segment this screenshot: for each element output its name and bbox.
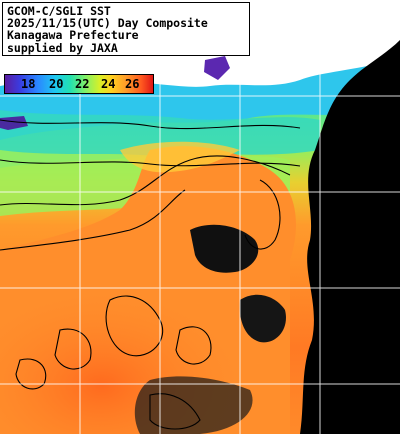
cold-patch <box>0 116 28 130</box>
colorbar-tick: 20 <box>49 77 64 91</box>
sst-colorbar: 18 20 22 24 26 <box>4 74 154 94</box>
colorbar-tick: 18 <box>21 77 36 91</box>
no-data-area <box>190 224 259 273</box>
cold-patch <box>204 56 230 80</box>
colorbar-tick: 26 <box>125 77 140 91</box>
sst-contours <box>0 119 301 430</box>
no-data-area <box>134 376 253 434</box>
no-data-area <box>239 294 286 343</box>
land-mass <box>300 40 400 434</box>
title-line-region: Kanagawa Prefecture <box>7 28 139 43</box>
colorbar-tick: 24 <box>101 77 116 91</box>
title-box: GCOM-C/SGLI SST 2025/11/15(UTC) Day Comp… <box>2 2 250 56</box>
title-line-source: supplied by JAXA <box>7 40 118 55</box>
colorbar-tick: 22 <box>75 77 90 91</box>
transition-water <box>120 141 240 173</box>
title-line-date: 2025/11/15(UTC) Day Composite <box>7 16 208 31</box>
title-line-satellite: GCOM-C/SGLI SST <box>7 4 111 18</box>
